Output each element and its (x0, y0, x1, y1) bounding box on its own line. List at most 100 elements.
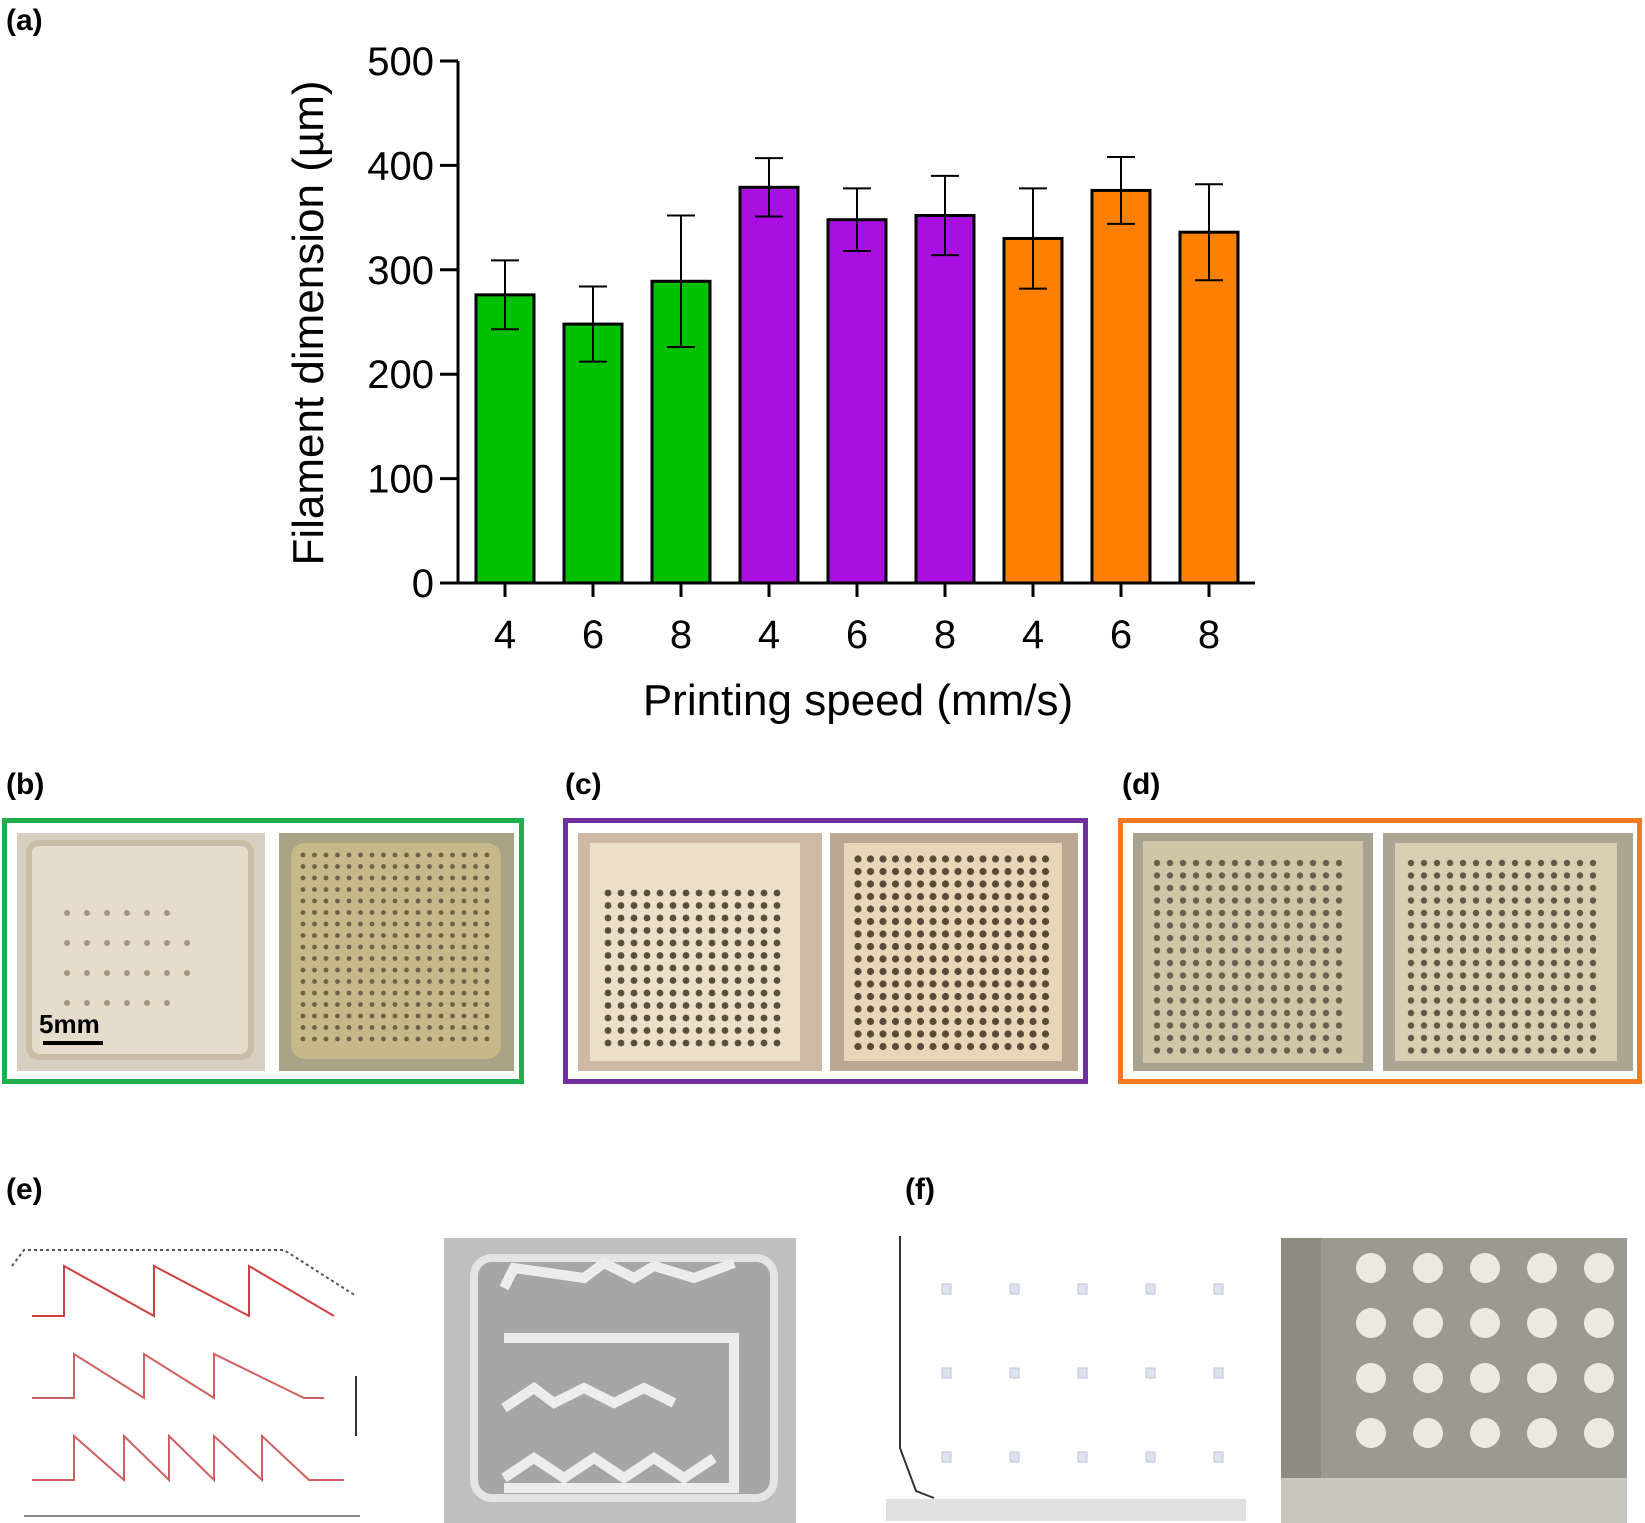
pore-dot (381, 898, 386, 904)
pore-dot (991, 905, 1000, 913)
pore-dot (773, 1039, 781, 1047)
pore-dot (1192, 872, 1200, 879)
pore-dot (708, 927, 716, 934)
pore-dot (891, 867, 900, 876)
printed-dot (1527, 1308, 1557, 1338)
pore-dot (1335, 1034, 1343, 1042)
pore-dot (929, 880, 937, 888)
pore-dot (1563, 872, 1571, 879)
pore-dot (323, 1025, 329, 1030)
pore-dot (879, 1042, 887, 1051)
pore-dot (461, 979, 467, 984)
pore-dot (916, 1030, 925, 1038)
pore-dot (450, 1002, 455, 1007)
pore-dot (682, 989, 690, 997)
pore-dot (643, 927, 651, 934)
pore-dot (1459, 1034, 1467, 1042)
pore-dot (335, 921, 340, 927)
pore-dot (1231, 922, 1239, 929)
pore-dot (358, 1013, 363, 1019)
pore-dot (312, 933, 317, 938)
pore-dot (369, 979, 375, 984)
pore-dot (461, 967, 467, 973)
pore-dot (1016, 955, 1025, 963)
pore-dot (929, 1005, 937, 1013)
pore-dot (323, 921, 329, 927)
pore-dot (695, 902, 703, 909)
pore-dot (1537, 984, 1545, 992)
pore-dot (1576, 947, 1584, 954)
pore-dot (630, 914, 638, 922)
pore-dot (1283, 1009, 1291, 1017)
pore-dot (617, 964, 625, 972)
pore-dot (891, 1030, 900, 1038)
grid-point (1213, 1367, 1224, 1379)
pore-dot (1041, 880, 1050, 888)
pore-dot (747, 889, 755, 897)
pore-dot (734, 964, 742, 972)
pore-dot (323, 1002, 329, 1007)
pore-dot (1472, 1022, 1480, 1029)
pore-dot (1511, 959, 1519, 967)
pore-dot (904, 892, 912, 901)
pore-dot (1472, 959, 1480, 967)
printed-dot (1527, 1418, 1557, 1448)
bar-1 (562, 322, 624, 585)
pore-dot (656, 1027, 664, 1034)
pore-dot (1231, 884, 1239, 892)
pore-dot (1485, 859, 1493, 867)
pore-dot (1166, 922, 1174, 929)
pore-dot (1192, 959, 1200, 967)
pore-dot (335, 1013, 340, 1019)
pore-dot (1257, 897, 1265, 904)
pore-dot (1004, 1017, 1012, 1026)
pore-dot (721, 1039, 729, 1047)
pore-dot (643, 1014, 651, 1022)
pore-dot (392, 956, 398, 961)
pore-dot (1179, 1047, 1187, 1054)
pore-dot (760, 977, 768, 984)
pore-dot (427, 933, 432, 938)
pore-dot (1153, 909, 1161, 917)
printed-dot (1470, 1418, 1500, 1448)
pore-dot (1589, 947, 1597, 954)
pore-dot (708, 1039, 716, 1047)
pore-dot (323, 852, 329, 858)
grid-point (1009, 1283, 1020, 1295)
pore-dot (1270, 997, 1278, 1004)
pore-dot (1524, 984, 1532, 992)
pore-dot (473, 910, 478, 915)
pore-dot (891, 880, 900, 888)
pore-dot (773, 1027, 781, 1034)
pore-dot (392, 1036, 398, 1042)
pore-dot (904, 905, 912, 913)
pore-dot (734, 1027, 742, 1034)
pore-dot (1283, 1034, 1291, 1042)
pore-dot (695, 1039, 703, 1047)
y-tick-label-3: 300 (367, 249, 434, 293)
pore-dot (1231, 1009, 1239, 1017)
pore-dot (916, 967, 925, 976)
pore-dot (1153, 1034, 1161, 1042)
pore-dot (1041, 905, 1050, 913)
pore-dot (381, 990, 386, 996)
pore-dot (929, 855, 937, 863)
pore-dot (1283, 922, 1291, 929)
pore-dot (721, 989, 729, 997)
pore-dot (1576, 909, 1584, 917)
pore-dot (1283, 984, 1291, 992)
pore-dot (1205, 884, 1213, 892)
pore-dot (1029, 855, 1037, 863)
grid-point (1145, 1283, 1156, 1295)
pore-dot (484, 921, 490, 927)
pore-dot (1041, 917, 1050, 926)
pore-dot (1016, 980, 1025, 988)
pore-dot (1472, 972, 1480, 979)
pore-dot (1153, 1022, 1161, 1029)
pore-dot (682, 1039, 690, 1047)
pore-dot (682, 1002, 690, 1009)
pore-dot (1029, 867, 1037, 876)
pore-dot (916, 955, 925, 963)
grid-point (1145, 1367, 1156, 1379)
pore-dot (1004, 955, 1012, 963)
